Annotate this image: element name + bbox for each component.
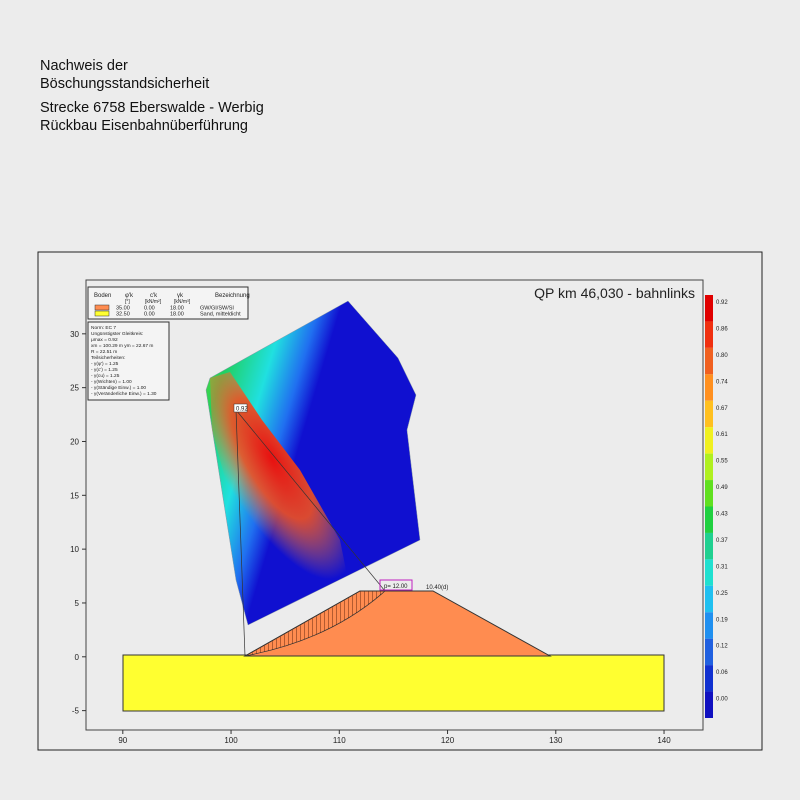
- colorbar-label: 0.31: [716, 564, 728, 570]
- colorbar-label: 0.37: [716, 538, 728, 544]
- plot-title: QP km 46,030 - bahnlinks: [534, 285, 695, 301]
- load: [379, 579, 413, 591]
- colorbar-cell: [705, 532, 713, 560]
- colorbar-cell: [705, 374, 713, 401]
- legend-text: 18.00: [170, 312, 184, 318]
- info-line: - γ(Veränderliche Einw.) = 1.30: [91, 391, 157, 397]
- colorbar-cell: [705, 691, 713, 718]
- legend-text: φ'k: [125, 293, 134, 299]
- colorbar-label: 0.61: [716, 432, 728, 438]
- load-label: p= 12.00: [384, 584, 408, 590]
- x-tick-label: 130: [549, 736, 563, 745]
- legend-text: [kN/m²]: [145, 299, 162, 305]
- y-tick-label: -5: [72, 707, 80, 716]
- legend-swatch: [94, 304, 110, 311]
- legend-text: 35.00: [116, 306, 130, 312]
- legend-text: Boden: [94, 293, 111, 299]
- x-tick-label: 120: [441, 736, 455, 745]
- x-tick-label: 110: [333, 736, 346, 745]
- info-line: xm = 100.29 m ym = 22.67 m: [91, 343, 153, 349]
- y-tick-label: 20: [70, 437, 79, 446]
- info-line: μmax = 0.92: [91, 337, 118, 343]
- legend-text: c'k: [150, 293, 158, 299]
- header-line: Nachweis der: [40, 58, 128, 74]
- header-line: Strecke 6758 Eberswalde - Werbig: [40, 100, 264, 116]
- legend-text: GW/GI/SW/SI: [200, 306, 234, 312]
- legend-text: Bezeichnung: [215, 293, 250, 299]
- colorbar-label: 0.80: [716, 353, 728, 359]
- y-tick-label: 5: [75, 599, 80, 608]
- legend-text: γk: [177, 293, 184, 299]
- info-line: - γ(Ständige Einw.) = 1.00: [91, 385, 146, 391]
- colorbar-cell: [705, 321, 713, 348]
- x-tick-label: 140: [657, 736, 671, 745]
- colorbar-label: 0.12: [716, 644, 728, 650]
- info-line: R = 22.51 m: [91, 349, 117, 355]
- colorbar-cell: [705, 347, 713, 375]
- colorbar-cell: [705, 585, 713, 613]
- legend-text: [kN/m³]: [174, 299, 191, 305]
- header-line: Rückbau Eisenbahnüberführung: [40, 118, 248, 134]
- colorbar-cell: [705, 665, 713, 692]
- colorbar-label: 0.19: [716, 617, 728, 623]
- colorbar-cell: [705, 453, 713, 481]
- x-tick-label: 90: [118, 736, 127, 745]
- colorbar-label: 0.43: [716, 512, 728, 518]
- colorbar-cell: [705, 295, 713, 322]
- legend-text: 0.00: [144, 312, 155, 318]
- colorbar-label: 0.86: [716, 326, 728, 332]
- radius-line: [235, 409, 386, 592]
- y-tick-label: 30: [70, 330, 79, 339]
- colorbar-label: 0.00: [716, 697, 728, 703]
- info-line: Teilsicherheiten:: [91, 355, 125, 361]
- info-line: - γ(Wichten) = 1.00: [91, 379, 132, 385]
- x-tick-label: 100: [224, 736, 238, 745]
- min-label: 0.92: [236, 407, 248, 413]
- colorbar-cell: [705, 400, 713, 428]
- info-line: Ungünstigster Gleitkreis:: [91, 331, 143, 337]
- legend-text: Sand, mitteldicht: [200, 312, 241, 318]
- sliding-body: [244, 590, 386, 657]
- colorbar-label: 0.25: [716, 591, 728, 597]
- legend-swatch: [94, 310, 110, 317]
- colorbar-label: 0.55: [716, 459, 728, 465]
- radius-line: [235, 409, 246, 657]
- load-label: 10.40(d): [426, 585, 448, 591]
- colorbar-cell: [705, 559, 713, 586]
- legend-text: 0.00: [144, 306, 155, 312]
- colorbar-cell: [705, 506, 713, 533]
- colorbar-label: 0.49: [716, 485, 728, 491]
- info-line: - γ(φ') = 1.25: [91, 361, 119, 367]
- colorbar-label: 0.06: [716, 670, 728, 676]
- y-tick-label: 0: [75, 653, 80, 662]
- min-marker: [233, 403, 248, 413]
- colorbar-cell: [705, 427, 713, 454]
- colorbar-cell: [705, 638, 713, 666]
- info-line: - γ(cu) = 1.25: [91, 373, 120, 379]
- safety-field-min: [210, 372, 350, 600]
- info-line: - γ(c') = 1.25: [91, 367, 118, 373]
- legend-text: [°]: [125, 299, 130, 305]
- colorbar-label: 0.67: [716, 406, 728, 412]
- legend-text: 18.00: [170, 306, 184, 312]
- info-line: Norm: EC 7: [91, 325, 116, 331]
- colorbar-cell: [705, 480, 713, 507]
- legend: [87, 286, 249, 320]
- y-tick-label: 10: [70, 545, 79, 554]
- colorbar-label: 0.92: [716, 300, 728, 306]
- legend-box: [87, 286, 249, 320]
- soil-sand: [122, 654, 665, 712]
- y-tick-label: 25: [70, 384, 79, 393]
- colorbar-label: 0.74: [716, 379, 728, 385]
- header-line: Böschungsstandsicherheit: [40, 76, 210, 92]
- legend-text: 32.50: [116, 312, 130, 318]
- y-tick-label: 15: [70, 491, 79, 500]
- colorbar-cell: [705, 612, 713, 639]
- info-box: [87, 321, 170, 401]
